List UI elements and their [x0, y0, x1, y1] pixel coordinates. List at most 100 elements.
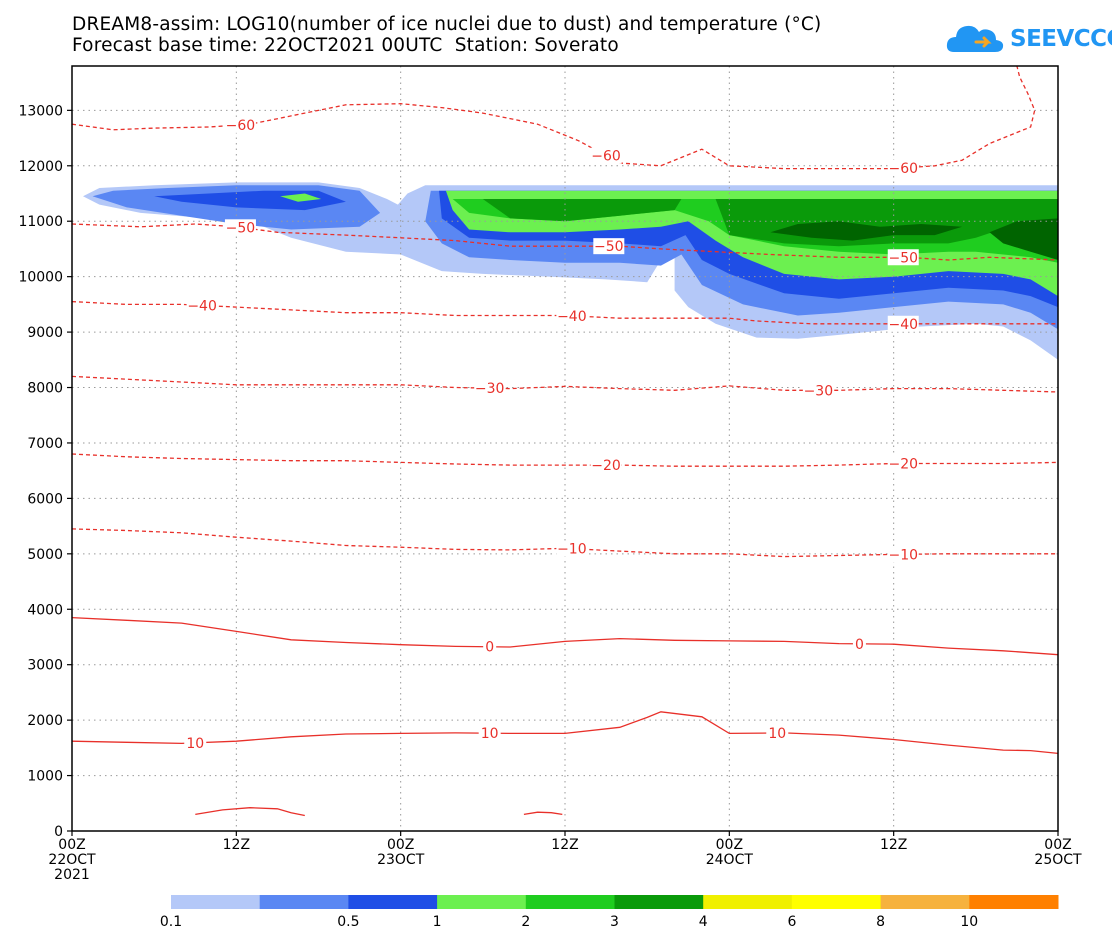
- contour-label: −20: [591, 458, 621, 474]
- colorbar-label: 1: [433, 914, 442, 930]
- contour-label: −10: [557, 542, 587, 558]
- y-tick-label: 3000: [27, 658, 63, 674]
- axis-layer: 0100020003000400050006000700080009000100…: [18, 103, 1082, 883]
- colorbar-swatch: [525, 895, 615, 909]
- x-tick-label: 25OCT: [1034, 852, 1082, 868]
- colorbar-swatch: [703, 895, 793, 909]
- chart-subtitle: Forecast base time: 22OCT2021 00UTC Stat…: [72, 35, 619, 56]
- contour-label: −40: [888, 317, 918, 333]
- contour-label-bg: [852, 635, 866, 652]
- contour-label-bg: [556, 540, 588, 557]
- contour-label: −60: [591, 149, 621, 165]
- ice-nuclei-area-6-0: [770, 221, 963, 241]
- contour-label: −20: [888, 456, 918, 472]
- contour-label-bg: [593, 238, 625, 255]
- x-tick-label: 12Z: [880, 837, 907, 853]
- y-tick-label: 5000: [27, 547, 63, 563]
- contour-label: −30: [804, 383, 834, 399]
- contour-label-bg: [556, 307, 588, 324]
- x-tick-label: 12Z: [223, 837, 250, 853]
- x-tick-label: 12Z: [551, 837, 578, 853]
- x-tick-label: 22OCT: [48, 852, 96, 868]
- seevccc-logo: [944, 16, 1104, 60]
- colorbar-swatch: [437, 895, 527, 909]
- y-tick-label: 7000: [27, 436, 63, 452]
- y-tick-label: 10000: [18, 270, 63, 286]
- contour-label-bg: [478, 725, 501, 742]
- contour-label-bg: [224, 219, 256, 236]
- contour-label: −60: [226, 118, 256, 134]
- contour-label-bg: [887, 455, 919, 472]
- colorbar-label: 4: [699, 914, 708, 930]
- ice-nuclei-area-6-1: [989, 218, 1058, 260]
- contour-label-bg: [887, 159, 919, 176]
- contour-label-bg: [590, 457, 622, 474]
- colorbar: 0.1 0.5 1 2 3 4 6 8 10: [160, 895, 1059, 930]
- contour-label-bg: [184, 734, 207, 751]
- chart-title: DREAM8-assim: LOG10(number of ice nuclei…: [72, 14, 822, 35]
- colorbar-swatch: [791, 895, 882, 909]
- y-tick-label: 13000: [18, 103, 63, 119]
- y-tick-label: 0: [54, 824, 63, 840]
- ice-nuclei-area-4-0: [482, 199, 682, 222]
- contour-label-bg: [224, 116, 256, 133]
- contour-label: 0: [855, 637, 864, 653]
- y-tick-label: 8000: [27, 381, 63, 397]
- contour-label-bg: [483, 638, 497, 655]
- contour-label: −50: [888, 250, 918, 266]
- colorbar-swatch: [259, 895, 349, 909]
- contour-label: −40: [187, 298, 217, 314]
- colorbar-label: 10: [960, 914, 978, 930]
- contour-line-0-6: [72, 616, 1058, 656]
- y-tick-label: 2000: [27, 713, 63, 729]
- contour-label: −50: [226, 220, 256, 236]
- colorbar-label: 3: [610, 914, 619, 930]
- contour-label: −50: [594, 239, 624, 255]
- contour-label-bg: [474, 380, 506, 397]
- ice-nuclei-area-2-0: [280, 193, 322, 202]
- contour-label: −40: [557, 309, 587, 325]
- contour-label-bg: [887, 249, 919, 266]
- contour-label-bg: [887, 546, 919, 563]
- y-tick-label: 1000: [27, 769, 63, 785]
- logo-text: SEEVCCC: [1010, 26, 1112, 52]
- colorbar-swatch: [969, 895, 1059, 909]
- cloud-icon: [946, 25, 1004, 52]
- x-tick-label: 23OCT: [377, 852, 425, 868]
- y-tick-label: 12000: [18, 159, 63, 175]
- temperature-contours-layer: −60 −60 −60 −50 −50 −50 −40 −40 −40 −30 −30 −20 −20 −…: [72, 66, 1058, 817]
- grid-layer: [72, 66, 1058, 831]
- contour-line-10-7: [72, 711, 1058, 755]
- contour-label-bg: [766, 724, 789, 741]
- colorbar-label: 6: [787, 914, 796, 930]
- x-tick-label: 00Z: [58, 837, 85, 853]
- x-tick-label: 00Z: [716, 837, 743, 853]
- contour-label-bg: [590, 147, 622, 164]
- contour-label: 0: [485, 640, 494, 656]
- y-tick-label: 6000: [27, 491, 63, 507]
- y-tick-label: 9000: [27, 325, 63, 341]
- colorbar-swatch: [171, 895, 261, 909]
- contour-line-20-8: [195, 807, 305, 817]
- colorbar-label: 0.1: [160, 914, 182, 930]
- contour-line-m60-0: [72, 66, 1036, 170]
- contour-line-m30-3: [72, 375, 1058, 393]
- contour-label: 10: [481, 726, 499, 742]
- x-tick-label: 2021: [54, 867, 90, 883]
- ice-nuclei-fill-layer: [83, 182, 1058, 360]
- y-tick-label: 11000: [18, 214, 63, 230]
- x-tick-label: 00Z: [387, 837, 414, 853]
- colorbar-swatch: [614, 895, 704, 909]
- contour-label: −60: [888, 161, 918, 177]
- x-tick-label: 00Z: [1044, 837, 1071, 853]
- colorbar-swatch: [348, 895, 438, 909]
- contour-line-20-9: [523, 811, 563, 816]
- contour-label-bg: [802, 382, 834, 399]
- colorbar-label: 2: [521, 914, 530, 930]
- colorbar-swatch: [880, 895, 970, 909]
- x-tick-label: 24OCT: [706, 852, 754, 868]
- colorbar-label: 0.5: [337, 914, 359, 930]
- contour-label: −10: [888, 547, 918, 563]
- contour-label: −30: [475, 381, 505, 397]
